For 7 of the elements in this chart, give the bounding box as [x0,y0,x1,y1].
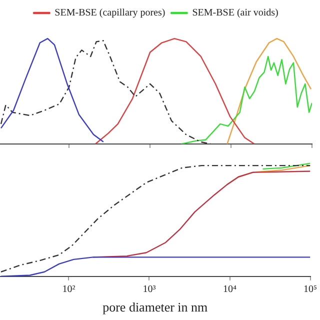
x-axis-title: pore diameter in nm [102,300,208,315]
legend-label: SEM-BSE (air voids) [192,8,278,19]
x-tick-label: 10⁵ [304,284,318,296]
x-tick-label: 10² [62,284,76,296]
x-tick-label: 10⁴ [223,284,237,296]
legend-label: SEM-BSE (capillary pores) [54,8,166,19]
x-tick-label: 10³ [142,284,156,296]
